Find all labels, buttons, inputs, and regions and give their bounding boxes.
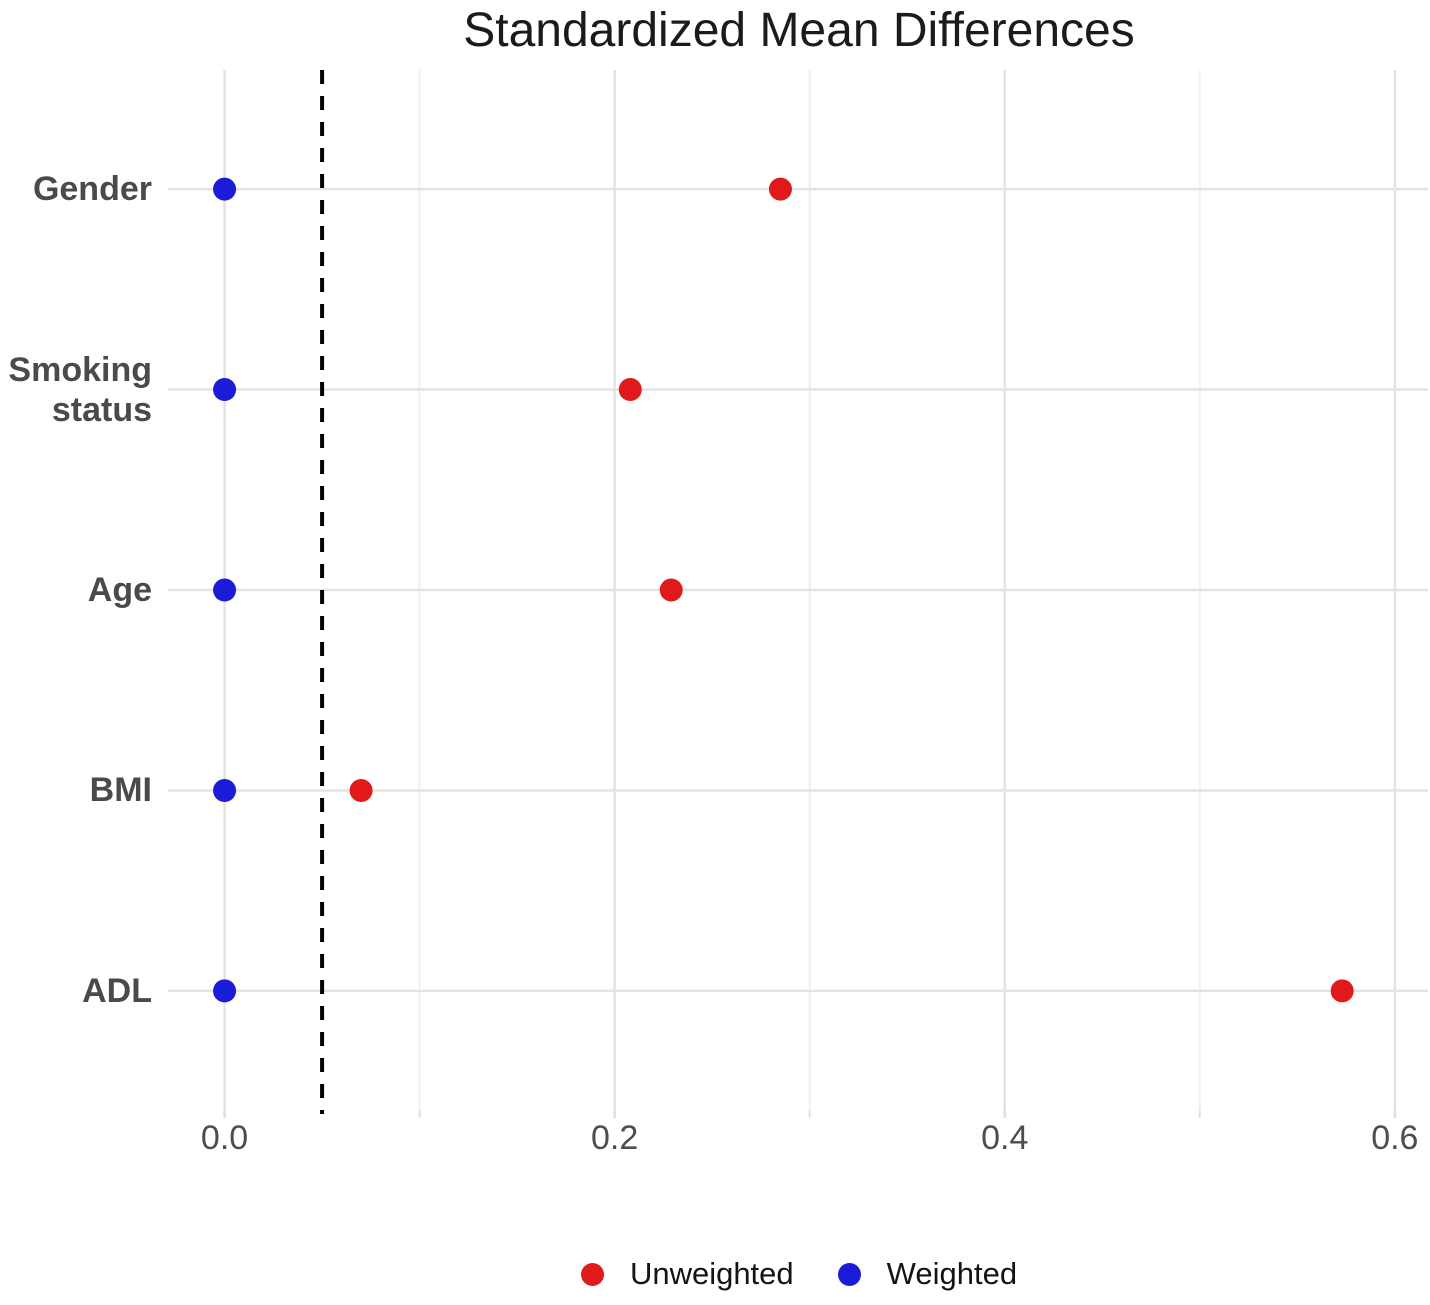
y-axis-label-age: Age xyxy=(87,571,152,609)
y-axis-label-adl: ADL xyxy=(82,971,152,1010)
point-unweighted-adl xyxy=(1330,979,1354,1003)
point-weighted-age xyxy=(213,578,237,602)
x-tick-label-0.4: 0.4 xyxy=(981,1119,1029,1157)
point-weighted-adl xyxy=(213,979,237,1003)
legend-item-weighted: Weighted xyxy=(837,1254,1018,1294)
x-tick-label-0.0: 0.0 xyxy=(200,1119,249,1157)
chart-title: Standardized Mean Differences xyxy=(463,4,1135,57)
point-unweighted-bmi xyxy=(349,778,373,802)
plot-panel xyxy=(168,70,1428,1120)
legend-dot-unweighted xyxy=(580,1262,604,1286)
legend-label-unweighted: Unweighted xyxy=(629,1256,794,1291)
point-weighted-bmi xyxy=(213,778,237,802)
point-unweighted-age xyxy=(659,578,683,602)
legend-dot-weighted xyxy=(837,1262,861,1286)
point-unweighted-gender xyxy=(768,177,792,201)
y-axis-label-bmi: BMI xyxy=(89,771,152,810)
x-tick-label-0.2: 0.2 xyxy=(591,1119,639,1157)
plot-canvas xyxy=(168,70,1428,1118)
y-axis-label-smoking-status: Smoking status xyxy=(8,350,152,429)
legend: Unweighted Weighted xyxy=(168,1254,1430,1294)
point-weighted-smoking-status xyxy=(213,378,237,402)
legend-item-unweighted: Unweighted xyxy=(580,1254,794,1294)
legend-label-weighted: Weighted xyxy=(886,1256,1018,1291)
point-weighted-gender xyxy=(213,177,237,201)
x-tick-label-0.6: 0.6 xyxy=(1371,1119,1419,1157)
y-axis-label-gender: Gender xyxy=(32,170,152,209)
point-unweighted-smoking-status xyxy=(618,378,642,402)
